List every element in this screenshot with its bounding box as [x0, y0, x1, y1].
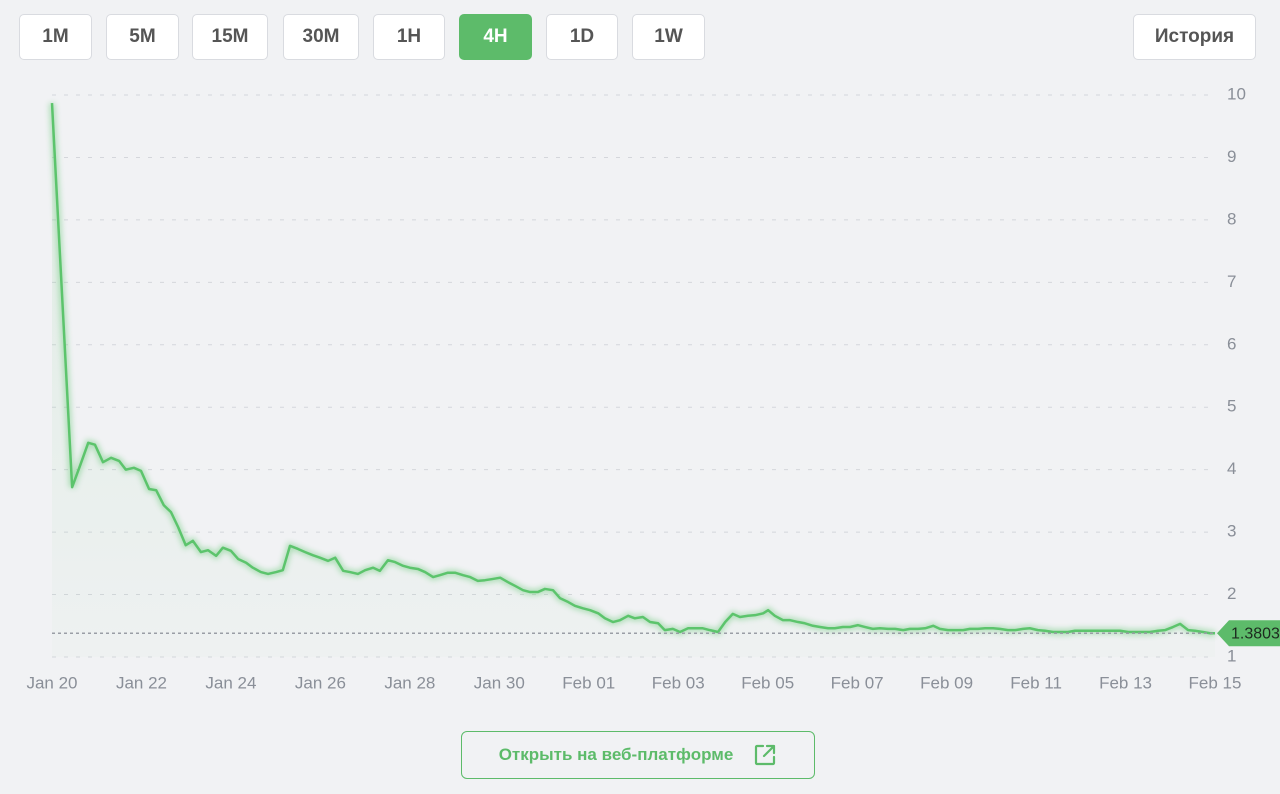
y-tick-label: 4: [1227, 459, 1236, 478]
x-tick-label: Jan 20: [26, 673, 77, 692]
last-price-label: 1.3803: [1231, 625, 1280, 642]
external-link-icon: [755, 744, 776, 766]
x-tick-label: Feb 07: [831, 673, 884, 692]
x-tick-label: Feb 03: [652, 673, 705, 692]
open-web-label: Открыть на веб-платформе: [498, 745, 734, 764]
y-tick-label: 5: [1227, 397, 1236, 416]
x-tick-label: Feb 05: [741, 673, 794, 692]
x-tick-label: Jan 22: [116, 673, 167, 692]
x-tick-label: Feb 11: [1010, 673, 1062, 692]
y-tick-label: 3: [1227, 522, 1236, 541]
interval-button[interactable]: 1M: [19, 14, 92, 60]
x-tick-label: Jan 24: [205, 673, 256, 692]
interval-button[interactable]: 1H: [373, 14, 445, 60]
interval-button[interactable]: 5M: [106, 14, 179, 60]
x-tick-label: Feb 13: [1099, 673, 1152, 692]
y-tick-label: 7: [1227, 272, 1236, 291]
history-button[interactable]: История: [1133, 14, 1256, 60]
y-tick-label: 9: [1227, 147, 1236, 166]
interval-button[interactable]: 1W: [632, 14, 705, 60]
interval-button[interactable]: 15M: [192, 14, 268, 60]
y-tick-label: 2: [1227, 584, 1236, 603]
x-tick-label: Jan 28: [384, 673, 435, 692]
interval-button[interactable]: 30M: [283, 14, 359, 60]
line: [50, 103, 1215, 635]
x-tick-label: Jan 26: [295, 673, 346, 692]
interval-button[interactable]: 1D: [546, 14, 618, 60]
y-tick-label: 1: [1227, 646, 1236, 665]
y-tick-label: 10: [1227, 84, 1246, 103]
area: [52, 103, 1215, 657]
x-tick-label: Jan 30: [474, 673, 525, 692]
y-tick-label: 6: [1227, 334, 1236, 353]
x-tick-label: Feb 01: [562, 673, 615, 692]
y-tick-label: 8: [1227, 209, 1236, 228]
last-price-tag: [1217, 620, 1280, 647]
x-tick-label: Feb 09: [920, 673, 973, 692]
open-web-button[interactable]: Открыть на веб-платформе: [461, 731, 815, 779]
x-tick-label: Feb 15: [1189, 673, 1242, 692]
interval-button[interactable]: 4H: [459, 14, 532, 60]
